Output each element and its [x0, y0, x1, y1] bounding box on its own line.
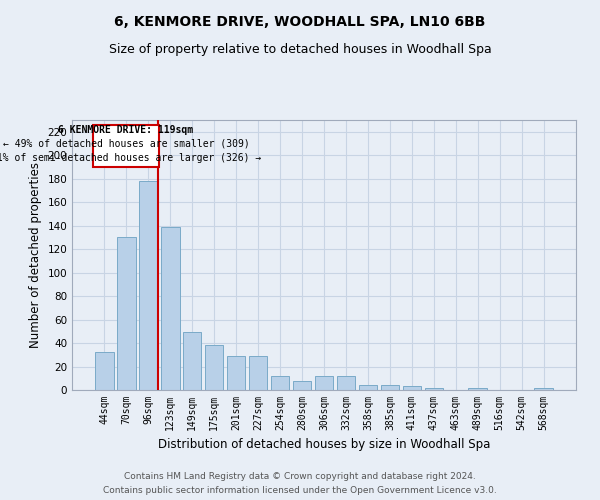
Bar: [535, 388, 553, 390]
Bar: [227, 356, 245, 390]
Bar: [117, 238, 136, 390]
Bar: [183, 332, 202, 390]
Bar: [359, 386, 377, 390]
Text: Contains public sector information licensed under the Open Government Licence v3: Contains public sector information licen…: [103, 486, 497, 495]
Bar: [337, 376, 355, 390]
Bar: [469, 388, 487, 390]
Bar: [293, 380, 311, 390]
Bar: [380, 386, 399, 390]
Bar: [249, 356, 268, 390]
Text: 6 KENMORE DRIVE: 119sqm: 6 KENMORE DRIVE: 119sqm: [58, 124, 194, 134]
Text: 51% of semi-detached houses are larger (326) →: 51% of semi-detached houses are larger (…: [0, 153, 261, 163]
X-axis label: Distribution of detached houses by size in Woodhall Spa: Distribution of detached houses by size …: [158, 438, 490, 452]
Text: ← 49% of detached houses are smaller (309): ← 49% of detached houses are smaller (30…: [2, 138, 250, 148]
Bar: [205, 346, 223, 390]
Text: Contains HM Land Registry data © Crown copyright and database right 2024.: Contains HM Land Registry data © Crown c…: [124, 472, 476, 481]
Bar: [271, 376, 289, 390]
Bar: [139, 181, 158, 390]
Text: 6, KENMORE DRIVE, WOODHALL SPA, LN10 6BB: 6, KENMORE DRIVE, WOODHALL SPA, LN10 6BB: [115, 15, 485, 29]
Text: Size of property relative to detached houses in Woodhall Spa: Size of property relative to detached ho…: [109, 42, 491, 56]
Y-axis label: Number of detached properties: Number of detached properties: [29, 162, 42, 348]
Bar: [403, 386, 421, 390]
Bar: [314, 376, 334, 390]
Bar: [161, 227, 179, 390]
Bar: [425, 388, 443, 390]
Bar: [95, 352, 113, 390]
FancyBboxPatch shape: [93, 124, 158, 167]
